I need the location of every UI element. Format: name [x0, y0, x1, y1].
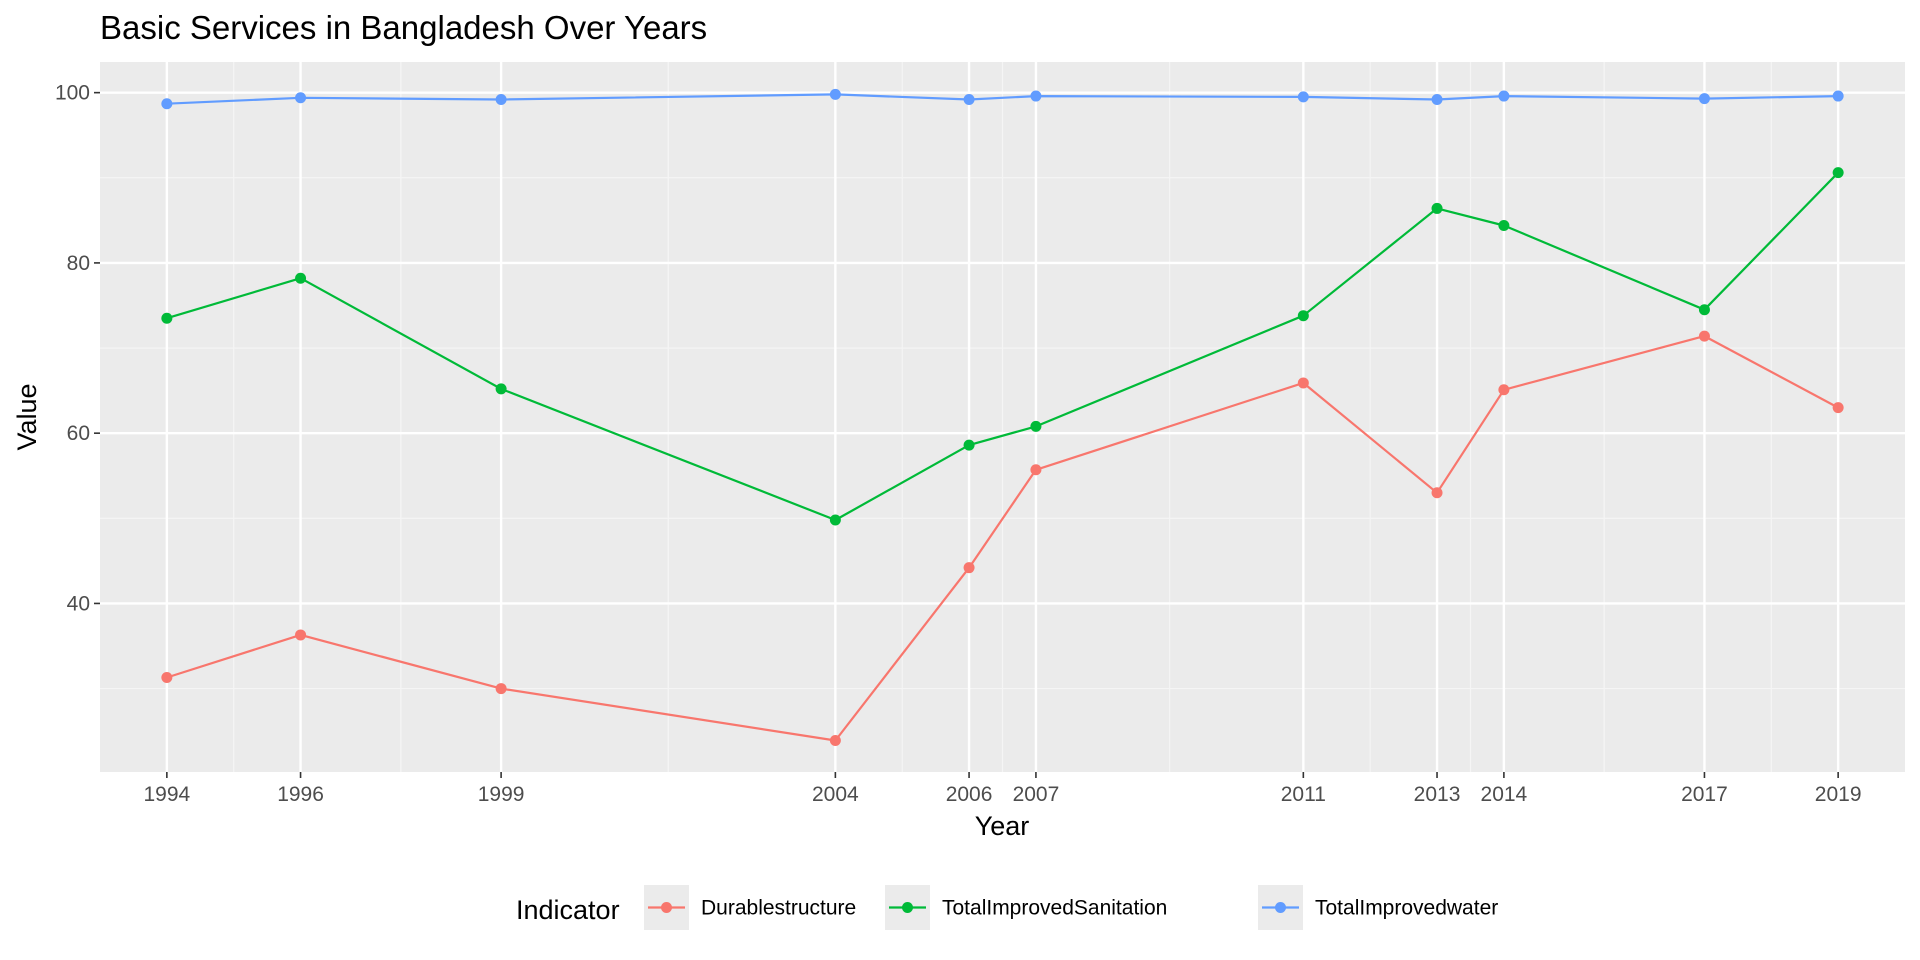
x-axis-ticks: 1994 1996 1999 2004 2006 2007 2011 2013 2014 2017… [143, 772, 1862, 806]
legend: Indicator Durablestructure TotalImprovedS… [516, 885, 1498, 930]
data-point [963, 93, 975, 105]
data-point [1431, 93, 1443, 105]
data-point [1030, 90, 1042, 102]
data-point [1698, 93, 1710, 105]
x-tick-label: 2007 [1013, 783, 1060, 806]
legend-item: TotalImprovedSanitation [885, 885, 1167, 930]
chart-title: Basic Services in Bangladesh Over Years [100, 9, 707, 46]
data-point [495, 383, 507, 395]
data-point [295, 629, 307, 641]
legend-item: TotalImprovedwater [1258, 885, 1498, 930]
data-point [161, 98, 173, 110]
data-point [495, 683, 507, 695]
data-point [1498, 384, 1510, 396]
x-tick-label: 2004 [812, 783, 859, 806]
y-tick-label: 60 [67, 422, 90, 445]
data-point [1297, 310, 1309, 322]
data-point [1832, 402, 1844, 414]
x-tick-label: 2006 [946, 783, 993, 806]
data-point [829, 735, 841, 747]
data-point [295, 92, 307, 104]
legend-item: Durablestructure [644, 885, 856, 930]
data-point [1698, 330, 1710, 342]
x-tick-label: 1996 [277, 783, 324, 806]
y-axis-title: Value [12, 383, 42, 450]
data-point [1498, 90, 1510, 102]
data-point [161, 672, 173, 684]
data-point [963, 562, 975, 574]
legend-items: Durablestructure TotalImprovedSanitation T… [644, 885, 1498, 930]
data-point [1498, 219, 1510, 231]
data-point [161, 312, 173, 324]
legend-label: Durablestructure [701, 897, 856, 920]
x-tick-label: 2014 [1481, 783, 1528, 806]
x-tick-label: 2017 [1681, 783, 1728, 806]
data-point [295, 272, 307, 284]
legend-key-point [1275, 902, 1286, 913]
data-point [1030, 420, 1042, 432]
y-tick-label: 80 [67, 252, 90, 275]
x-tick-label: 2019 [1815, 783, 1862, 806]
series-layer [161, 88, 1844, 747]
legend-key-point [902, 902, 913, 913]
data-point [1431, 487, 1443, 499]
data-point [1698, 304, 1710, 316]
data-point [829, 88, 841, 100]
data-point [1297, 91, 1309, 103]
data-point [1431, 202, 1443, 214]
data-point [1030, 464, 1042, 476]
grid-major [100, 62, 1905, 772]
data-point [495, 93, 507, 105]
x-tick-label: 1999 [478, 783, 525, 806]
y-tick-label: 40 [67, 592, 90, 615]
x-tick-label: 2011 [1281, 783, 1326, 806]
data-point [963, 439, 975, 451]
legend-key-point [661, 902, 672, 913]
data-point [829, 514, 841, 526]
x-tick-label: 1994 [143, 783, 190, 806]
legend-label: TotalImprovedwater [1315, 897, 1498, 920]
y-tick-label: 100 [55, 82, 90, 105]
legend-title: Indicator [516, 895, 620, 925]
x-tick-label: 2013 [1414, 783, 1461, 806]
y-axis-ticks: 40 60 80 100 [55, 82, 100, 615]
data-point [1832, 90, 1844, 102]
x-axis-title: Year [975, 811, 1030, 841]
data-point [1297, 377, 1309, 389]
legend-label: TotalImprovedSanitation [942, 897, 1167, 920]
data-point [1832, 167, 1844, 179]
